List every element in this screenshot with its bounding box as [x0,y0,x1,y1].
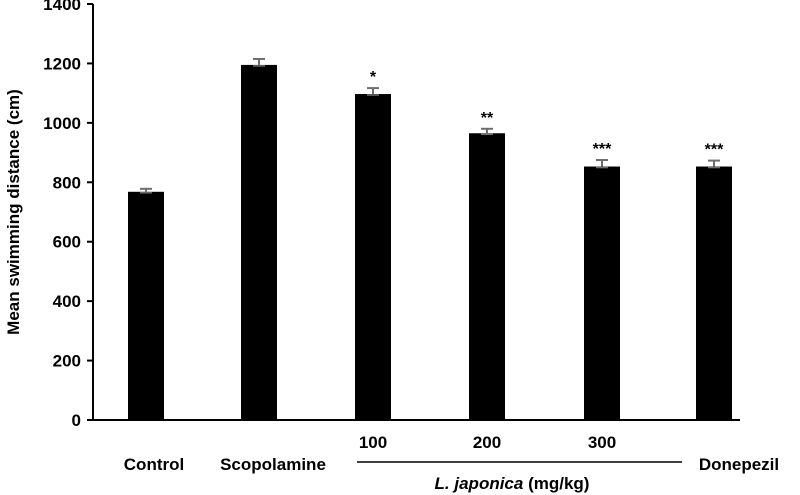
x-tick-label: 200 [473,433,501,452]
group-label-unit: (mg/kg) [523,474,589,493]
x-tick-label: Control [124,455,184,474]
significance-label: ** [481,110,494,127]
bar [241,64,277,421]
x-tick-label: Scopolamine [220,455,326,474]
bar [355,94,391,420]
significance-label: *** [593,141,612,158]
error-bar [367,87,379,96]
group-label-italic: L. japonica [435,474,524,493]
error-bar [253,57,265,67]
y-axis-ticks: 0 200 400 600 800 1000 1200 1400 [43,0,93,430]
bar [584,166,620,420]
x-axis-labels: Control Scopolamine 100 200 300 Donepezil [124,433,779,474]
error-bar [140,187,152,194]
x-tick-label: 100 [359,433,387,452]
significance-label: *** [705,142,724,159]
significance-labels: ****** *** [370,69,724,159]
group-label: L. japonica (mg/kg) [435,474,590,493]
y-tick-label: 1000 [43,114,81,133]
error-bar [596,159,608,169]
bar [469,133,505,420]
error-bars [140,57,720,194]
bars [128,64,732,421]
y-tick-label: 400 [53,292,81,311]
y-tick-label: 600 [53,233,81,252]
error-bar [708,159,720,169]
x-tick-label: Donepezil [699,455,779,474]
significance-label: * [370,69,377,86]
y-tick-label: 800 [53,173,81,192]
y-tick-label: 1200 [43,54,81,73]
y-tick-label: 0 [72,411,81,430]
error-bar [481,127,493,136]
y-tick-label: 200 [53,352,81,371]
y-tick-label: 1400 [43,0,81,14]
x-tick-label: 300 [588,433,616,452]
y-axis-title: Mean swimming distance (cm) [4,89,23,335]
bar [128,191,164,420]
bar [696,166,732,420]
